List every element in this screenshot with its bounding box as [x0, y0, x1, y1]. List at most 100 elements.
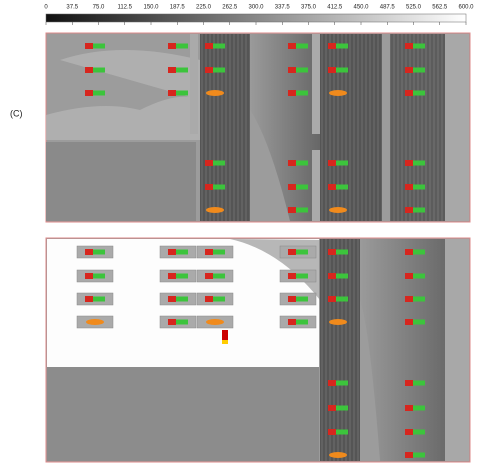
colorbar-tick-label: 525.0	[406, 5, 422, 11]
dark-zone	[390, 34, 446, 221]
occupant-body	[336, 381, 348, 386]
occupant-head	[205, 43, 213, 49]
occupant-head	[405, 319, 413, 325]
occupant-body	[413, 68, 425, 73]
occupant-head	[288, 90, 296, 96]
occupant-head	[168, 249, 176, 255]
occupant-body	[93, 250, 105, 255]
occupant-body	[176, 250, 188, 255]
panel-top	[46, 33, 470, 222]
occupant-body	[213, 68, 225, 73]
occupant-body	[413, 453, 425, 458]
occupant-body	[296, 297, 308, 302]
occupant-body	[413, 320, 425, 325]
colorbar-tick-label: 75.0	[93, 5, 105, 11]
occupant-head	[405, 452, 413, 458]
occupant-head	[405, 429, 413, 435]
occupant-body	[213, 250, 225, 255]
occupant-head	[85, 296, 93, 302]
occupant-head	[168, 273, 176, 279]
occupant-body	[213, 185, 225, 190]
occupant-body	[176, 320, 188, 325]
occupant-body	[93, 274, 105, 279]
occupant-body	[413, 406, 425, 411]
occupant-body	[413, 274, 425, 279]
colorbar-tick-label: 37.5	[66, 5, 78, 11]
occupant-head	[288, 160, 296, 166]
occupant-body	[336, 185, 348, 190]
panel-label: (C)	[10, 108, 23, 118]
occupant-head	[205, 249, 213, 255]
colorbar-tick-label: 337.5	[275, 5, 291, 11]
occupant-head	[328, 405, 336, 411]
occupant-body	[176, 44, 188, 49]
marker	[222, 340, 228, 344]
occupant-head	[328, 160, 336, 166]
colorbar-tick-label: 150.0	[143, 5, 159, 11]
occupant-body	[213, 161, 225, 166]
figure: 037.575.0112.5150.0187.5225.0262.5300.03…	[0, 0, 484, 468]
occupant-head	[405, 296, 413, 302]
colorbar-tick-label: 487.5	[380, 5, 396, 11]
occupant	[329, 452, 347, 458]
occupant-head	[328, 273, 336, 279]
occupant-body	[336, 250, 348, 255]
occupant-head	[85, 67, 93, 73]
wall	[312, 150, 320, 221]
marker	[222, 330, 228, 340]
occupant-body	[296, 250, 308, 255]
side-zone	[445, 239, 469, 461]
occupant-head	[168, 67, 176, 73]
occupant-head	[405, 249, 413, 255]
occupant	[206, 207, 224, 213]
occupant-head	[328, 429, 336, 435]
dark-zone	[200, 34, 250, 221]
occupant-body	[336, 274, 348, 279]
occupant-body	[413, 297, 425, 302]
occupant-head	[205, 296, 213, 302]
occupant-body	[296, 185, 308, 190]
occupant-body	[336, 430, 348, 435]
occupant-head	[168, 296, 176, 302]
colorbar-tick-label: 262.5	[222, 5, 238, 11]
wall	[190, 34, 198, 134]
occupant-body	[296, 91, 308, 96]
colorbar-tick-label: 187.5	[170, 5, 186, 11]
occupant-head	[168, 43, 176, 49]
occupant-body	[336, 68, 348, 73]
colorbar-tick-label: 0	[44, 5, 48, 11]
occupant-body	[213, 44, 225, 49]
occupant-head	[288, 319, 296, 325]
occupant-body	[93, 91, 105, 96]
occupant-head	[168, 90, 176, 96]
colorbar-tick-label: 300.0	[248, 5, 264, 11]
colorbar-tick-label: 225.0	[196, 5, 212, 11]
occupant-body	[213, 274, 225, 279]
occupant-body	[336, 297, 348, 302]
occupant-head	[405, 90, 413, 96]
solid-block	[46, 142, 196, 221]
occupant-head	[405, 67, 413, 73]
occupant-head	[288, 249, 296, 255]
occupant-body	[296, 208, 308, 213]
occupant-body	[176, 274, 188, 279]
dark-zone	[320, 34, 382, 221]
occupant-head	[328, 43, 336, 49]
occupant-body	[413, 430, 425, 435]
occupant-head	[328, 184, 336, 190]
occupant-head	[328, 296, 336, 302]
occupant-body	[413, 208, 425, 213]
occupant-body	[413, 161, 425, 166]
occupant-body	[296, 274, 308, 279]
occupant-head	[405, 405, 413, 411]
occupant-head	[405, 207, 413, 213]
occupant	[329, 207, 347, 213]
occupant	[206, 319, 224, 325]
occupant-head	[288, 67, 296, 73]
occupant-head	[205, 273, 213, 279]
occupant-body	[336, 406, 348, 411]
colorbar	[46, 14, 466, 22]
occupant	[329, 319, 347, 325]
occupant-head	[328, 249, 336, 255]
colorbar-tick-label: 600.0	[458, 5, 474, 11]
